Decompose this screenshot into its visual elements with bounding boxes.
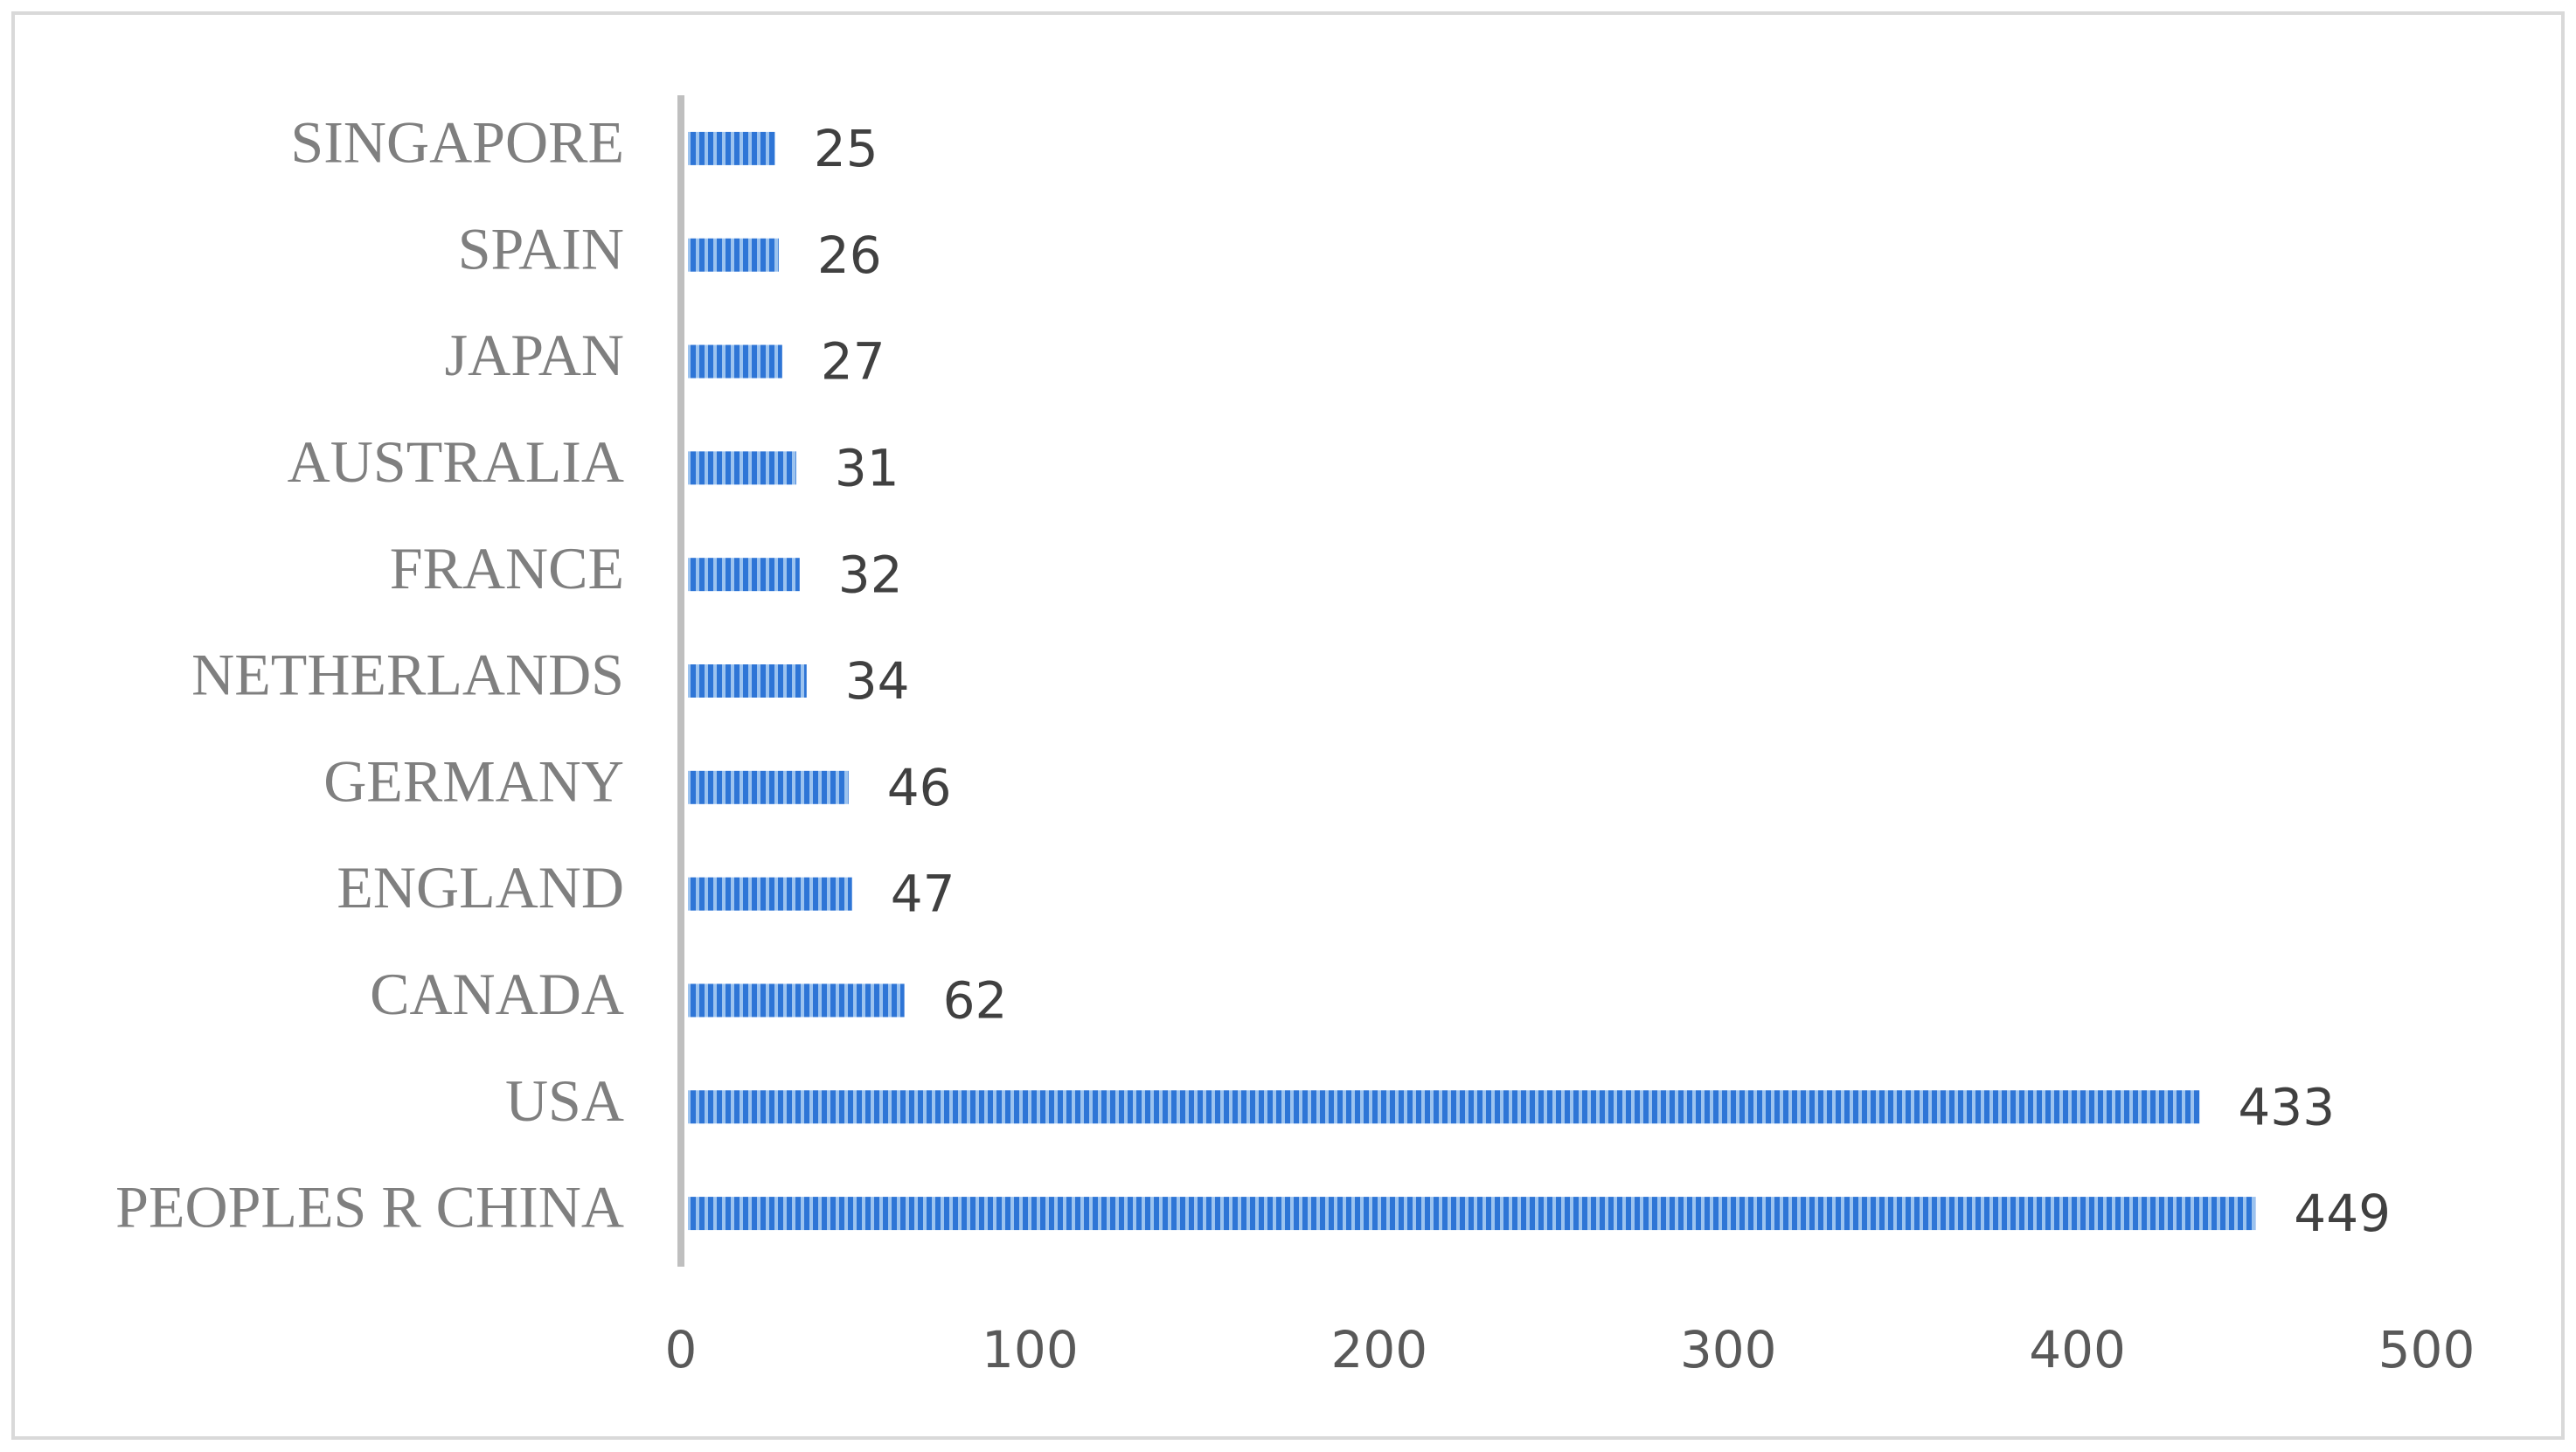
- y-tick-label: FRANCE: [390, 535, 624, 601]
- x-tick-label: 100: [982, 1320, 1079, 1379]
- bar: [688, 983, 905, 1018]
- bar: [688, 131, 775, 165]
- bar: [688, 770, 849, 804]
- value-label: 47: [891, 865, 955, 924]
- value-label: 449: [2294, 1184, 2391, 1243]
- x-tick-label: 400: [2029, 1320, 2126, 1379]
- x-tick-label: 300: [1680, 1320, 1777, 1379]
- x-tick-label: 200: [1330, 1320, 1427, 1379]
- bar: [688, 451, 796, 485]
- bar: [688, 664, 807, 698]
- bar: [688, 344, 782, 379]
- y-tick-label: NETHERLANDS: [191, 642, 624, 708]
- y-tick-label: SINGAPORE: [290, 109, 624, 176]
- value-label: 34: [845, 651, 910, 711]
- x-tick-label: 0: [665, 1320, 698, 1379]
- y-tick-label: AUSTRALIA: [288, 428, 624, 495]
- bar: [688, 1090, 2200, 1124]
- y-tick-label: SPAIN: [458, 215, 624, 281]
- x-tick-label: 500: [2378, 1320, 2475, 1379]
- value-label: 26: [817, 226, 882, 285]
- bar: [688, 558, 800, 592]
- value-label: 25: [814, 119, 878, 178]
- value-label: 46: [887, 758, 952, 817]
- bar: [688, 877, 852, 911]
- y-tick-label: ENGLAND: [337, 854, 624, 921]
- y-tick-label: GERMANY: [323, 747, 624, 814]
- value-label: 27: [821, 332, 885, 392]
- value-label: 31: [835, 438, 899, 497]
- y-tick-label: JAPAN: [445, 322, 624, 388]
- bar: [688, 1197, 2256, 1231]
- y-tick-label: PEOPLES R CHINA: [115, 1174, 624, 1240]
- value-label: 32: [838, 545, 903, 604]
- y-tick-label: USA: [505, 1067, 624, 1134]
- value-label: 62: [943, 971, 1008, 1031]
- y-tick-label: CANADA: [370, 961, 624, 1027]
- value-label: 433: [2238, 1077, 2335, 1136]
- bar: [688, 238, 779, 272]
